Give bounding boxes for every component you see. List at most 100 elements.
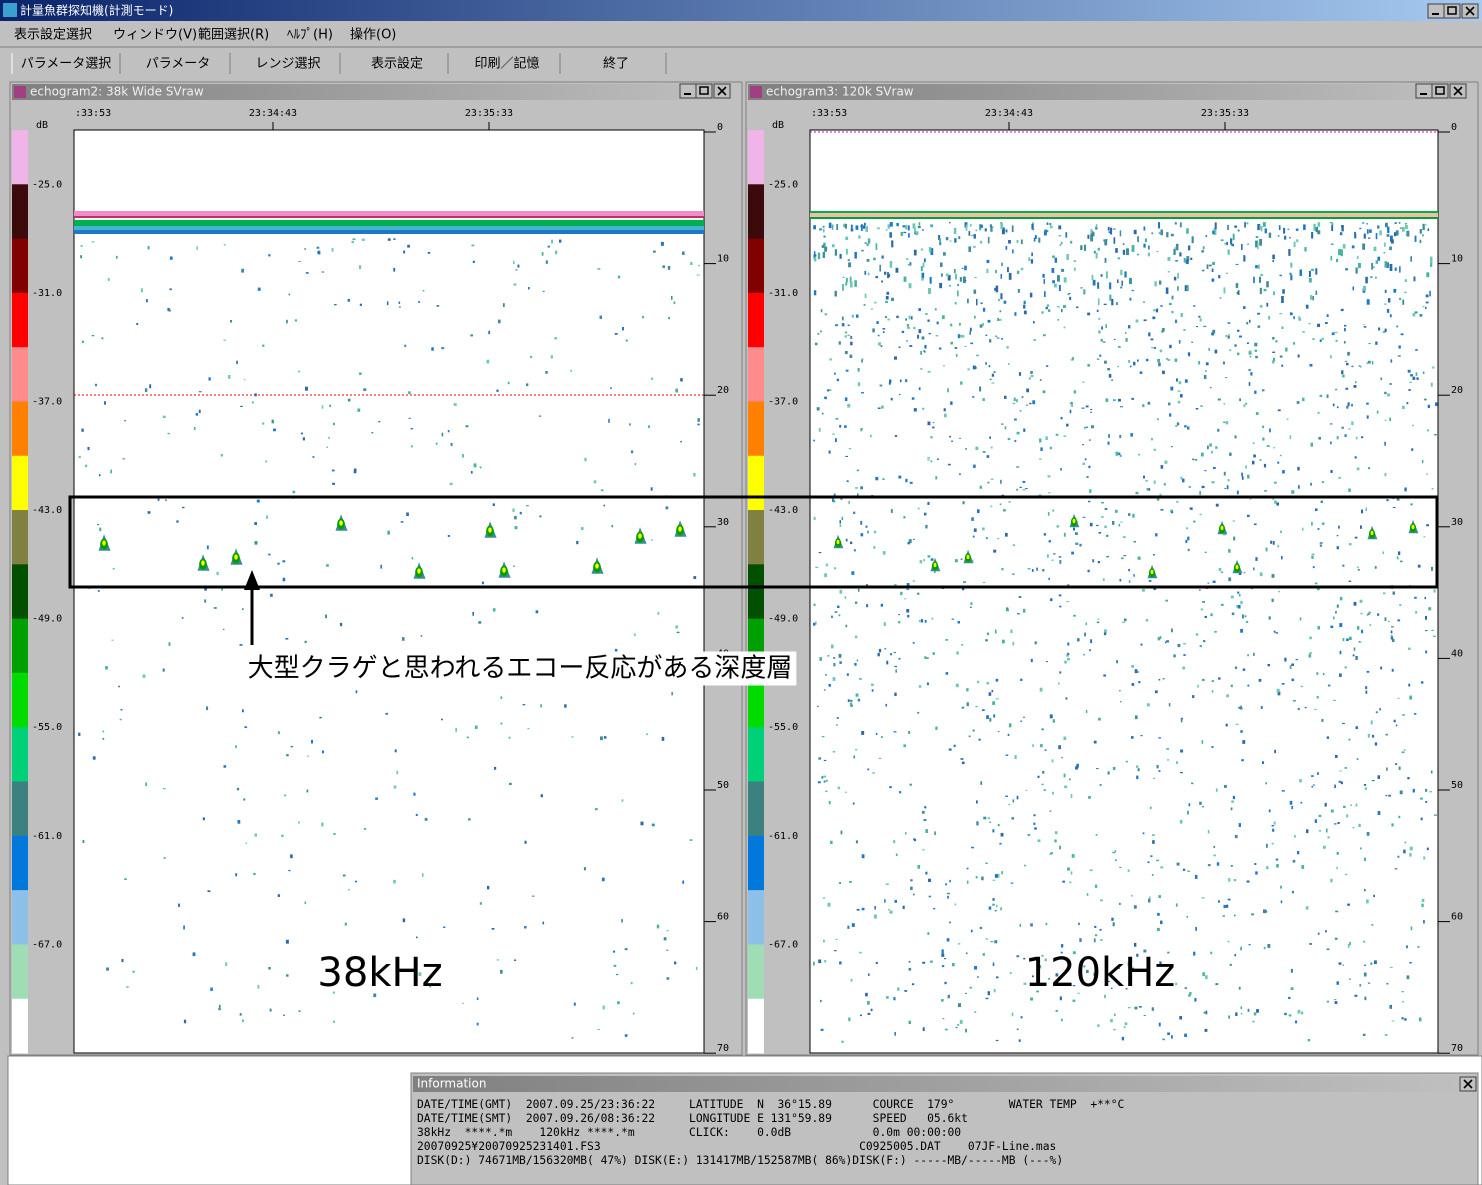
color-scale-label: -49.0 bbox=[32, 614, 62, 625]
echo-speck bbox=[278, 894, 280, 897]
echo-speck bbox=[1154, 449, 1156, 451]
echo-speck bbox=[1338, 822, 1340, 824]
minimize-button[interactable] bbox=[1416, 84, 1432, 98]
echo-speck bbox=[1332, 332, 1335, 335]
echo-speck bbox=[1221, 604, 1224, 606]
echo-speck bbox=[888, 909, 890, 911]
color-scale-segment bbox=[12, 727, 28, 782]
minimize-button[interactable] bbox=[680, 84, 696, 98]
echo-speck bbox=[1244, 572, 1246, 573]
echo-speck bbox=[88, 447, 90, 450]
color-scale-segment bbox=[12, 944, 28, 999]
echo-speck bbox=[514, 283, 517, 285]
echo-speck bbox=[814, 517, 816, 520]
echo-speck bbox=[814, 290, 816, 295]
echo-speck bbox=[1311, 775, 1314, 777]
echo-speck bbox=[1357, 758, 1359, 760]
echo-speck bbox=[92, 241, 95, 242]
echo-speck bbox=[1057, 525, 1060, 528]
menu-item[interactable]: 範囲選択(R) bbox=[198, 28, 269, 43]
echo-speck bbox=[1142, 404, 1144, 407]
echo-speck bbox=[1368, 983, 1370, 984]
echo-speck bbox=[1001, 871, 1003, 874]
toolbar-button[interactable]: パラメータ bbox=[146, 57, 211, 72]
echo-speck bbox=[1120, 455, 1122, 456]
echo-speck bbox=[1013, 799, 1015, 802]
menu-item[interactable]: ﾍﾙﾌﾟ(H) bbox=[287, 28, 333, 43]
echo-speck bbox=[836, 224, 838, 230]
echo-speck bbox=[1290, 435, 1292, 439]
echo-speck bbox=[860, 428, 862, 431]
echo-speck bbox=[1378, 775, 1381, 779]
echo-speck bbox=[682, 881, 684, 884]
echo-speck bbox=[983, 582, 985, 583]
echo-speck bbox=[1366, 223, 1368, 224]
toolbar-button[interactable]: レンジ選択 bbox=[255, 57, 320, 72]
maximize-button[interactable] bbox=[1444, 4, 1460, 18]
toolbar-button[interactable]: 表示設定 bbox=[371, 56, 423, 72]
echo-speck bbox=[1421, 681, 1423, 683]
echo-speck bbox=[1366, 507, 1368, 511]
echo-speck bbox=[1238, 605, 1241, 608]
echo-speck bbox=[1161, 465, 1164, 469]
echo-speck bbox=[990, 379, 992, 380]
surface-echo bbox=[74, 220, 704, 226]
echo-speck bbox=[1296, 239, 1298, 242]
echo-speck bbox=[979, 739, 981, 741]
echo-speck bbox=[950, 324, 952, 327]
echo-speck bbox=[1148, 246, 1150, 250]
echo-speck bbox=[867, 244, 869, 247]
echo-speck bbox=[1210, 952, 1212, 955]
echo-speck bbox=[1421, 904, 1423, 907]
echo-speck bbox=[875, 477, 878, 480]
toolbar-button[interactable]: 終了 bbox=[603, 56, 629, 72]
toolbar-button[interactable]: 印刷／記憶 bbox=[474, 56, 539, 72]
echo-speck bbox=[1247, 881, 1250, 883]
echo-speck bbox=[1019, 1039, 1021, 1041]
echo-speck bbox=[982, 323, 984, 326]
menu-item[interactable]: 表示設定選択 bbox=[14, 27, 92, 43]
echo-speck bbox=[1333, 617, 1335, 620]
echo-speck bbox=[1118, 453, 1120, 455]
echo-speck bbox=[829, 223, 832, 228]
echo-speck bbox=[1420, 314, 1423, 317]
echo-speck bbox=[874, 302, 876, 304]
echo-speck bbox=[1228, 549, 1230, 553]
echo-speck bbox=[1040, 744, 1043, 747]
echo-speck bbox=[974, 290, 977, 294]
menu-item[interactable]: ウィンドウ(V) bbox=[113, 28, 197, 43]
echo-speck bbox=[959, 323, 961, 326]
maximize-button[interactable] bbox=[696, 84, 712, 98]
echo-speck bbox=[1083, 289, 1085, 294]
echo-speck bbox=[942, 949, 944, 953]
echo-speck bbox=[842, 323, 845, 326]
echo-speck bbox=[1330, 879, 1332, 882]
color-scale-segment bbox=[748, 401, 764, 456]
echo-speck bbox=[1231, 596, 1234, 599]
echo-speck bbox=[124, 420, 126, 421]
echo-speck bbox=[1402, 227, 1405, 232]
echo-speck bbox=[1066, 424, 1068, 427]
echo-speck bbox=[1206, 362, 1209, 365]
echo-speck bbox=[1159, 281, 1161, 285]
echo-speck bbox=[891, 240, 893, 247]
depth-label: 60 bbox=[1451, 912, 1463, 923]
echo-speck bbox=[1269, 809, 1271, 812]
echo-speck bbox=[1014, 312, 1016, 316]
echo-speck bbox=[1167, 1033, 1170, 1036]
echo-speck bbox=[1345, 268, 1348, 270]
maximize-button[interactable] bbox=[1432, 84, 1448, 98]
echo-speck bbox=[846, 539, 848, 542]
echo-speck bbox=[1361, 436, 1363, 438]
echo-speck bbox=[680, 441, 682, 442]
toolbar-button[interactable]: パラメータ選択 bbox=[21, 57, 112, 72]
echo-speck bbox=[970, 987, 972, 989]
echo-speck bbox=[1323, 846, 1326, 849]
echo-speck bbox=[238, 820, 241, 824]
echo-speck bbox=[878, 653, 880, 656]
menu-item[interactable]: 操作(O) bbox=[350, 27, 396, 43]
echo-speck bbox=[1049, 223, 1051, 225]
echo-speck bbox=[1423, 856, 1425, 859]
minimize-button[interactable] bbox=[1428, 4, 1444, 18]
echo-speck bbox=[1171, 1035, 1173, 1038]
